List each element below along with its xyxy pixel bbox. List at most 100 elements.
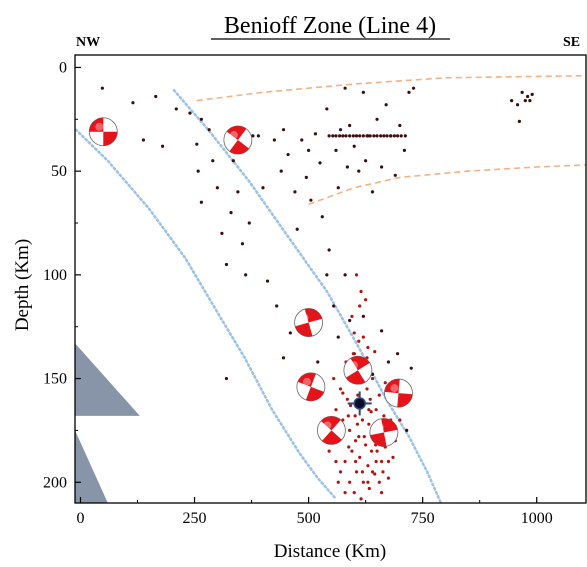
event-point bbox=[338, 134, 342, 138]
event-point bbox=[288, 331, 292, 335]
beachball-quadrant bbox=[350, 356, 370, 371]
event-point bbox=[220, 231, 224, 235]
beachball-quadrant bbox=[89, 117, 104, 132]
event-point bbox=[523, 99, 527, 103]
event-point bbox=[380, 165, 384, 169]
event-point bbox=[354, 134, 359, 138]
beachball-quadrant bbox=[226, 126, 247, 141]
event-point bbox=[395, 134, 400, 138]
event-point bbox=[365, 134, 369, 138]
event-point bbox=[393, 173, 397, 177]
event-point bbox=[360, 418, 365, 422]
event-point bbox=[357, 169, 361, 173]
event-point bbox=[215, 186, 219, 190]
event-point bbox=[332, 304, 336, 308]
event-point bbox=[316, 360, 320, 364]
boundary-line-lower bbox=[308, 164, 586, 206]
event-point bbox=[366, 480, 370, 484]
event-point bbox=[332, 376, 336, 381]
event-point bbox=[357, 339, 361, 343]
event-point bbox=[368, 397, 372, 401]
event-point bbox=[392, 134, 396, 138]
event-point bbox=[528, 99, 532, 103]
focal-mechanism-3 bbox=[294, 308, 324, 337]
event-point bbox=[334, 459, 338, 464]
event-point bbox=[358, 304, 362, 308]
event-point bbox=[360, 470, 365, 474]
event-point bbox=[377, 393, 381, 397]
event-point bbox=[334, 148, 338, 153]
event-point bbox=[207, 128, 211, 132]
event-point bbox=[338, 128, 343, 132]
event-point bbox=[380, 491, 384, 495]
event-point bbox=[224, 262, 229, 267]
event-point bbox=[530, 92, 534, 97]
focal-mechanism-2 bbox=[223, 125, 253, 155]
event-point bbox=[336, 335, 340, 339]
event-point bbox=[350, 449, 354, 453]
event-point bbox=[354, 470, 359, 474]
event-point bbox=[364, 159, 368, 163]
se-label: SE bbox=[563, 35, 580, 50]
event-point bbox=[389, 134, 393, 138]
event-point bbox=[231, 159, 235, 163]
event-point bbox=[336, 186, 340, 190]
event-point bbox=[300, 138, 304, 142]
event-point bbox=[352, 331, 356, 335]
event-point bbox=[358, 455, 362, 459]
event-point bbox=[352, 144, 356, 148]
event-point bbox=[361, 480, 365, 484]
event-point bbox=[174, 107, 178, 111]
event-point bbox=[272, 138, 276, 142]
event-point bbox=[383, 381, 387, 385]
beachball-quadrant bbox=[397, 393, 413, 408]
event-point bbox=[286, 152, 290, 157]
event-point bbox=[353, 414, 357, 418]
x-tick-label: 1000 bbox=[521, 510, 553, 527]
y-axis-label: Depth (Km) bbox=[12, 239, 33, 331]
event-point bbox=[377, 480, 381, 484]
event-point bbox=[402, 148, 407, 153]
event-point bbox=[379, 134, 383, 138]
event-point bbox=[515, 103, 520, 107]
slab-bottom-line bbox=[172, 89, 443, 503]
event-point bbox=[407, 90, 411, 94]
nw-label: NW bbox=[76, 35, 100, 50]
beachball-highlight bbox=[229, 131, 238, 140]
event-point bbox=[351, 134, 355, 138]
event-point bbox=[391, 455, 395, 459]
wedge-triangle-1 bbox=[75, 343, 140, 416]
event-point bbox=[307, 148, 311, 153]
event-point bbox=[372, 134, 376, 138]
event-point bbox=[131, 101, 135, 105]
event-point bbox=[526, 94, 530, 99]
beachball-quadrant bbox=[370, 432, 387, 447]
event-point bbox=[374, 408, 378, 412]
event-point bbox=[348, 134, 352, 138]
focal-mechanism-5 bbox=[343, 355, 373, 385]
event-point bbox=[343, 86, 347, 90]
event-point bbox=[154, 94, 158, 99]
event-point bbox=[327, 449, 331, 453]
event-point bbox=[346, 414, 350, 418]
event-point bbox=[366, 464, 370, 468]
event-point bbox=[327, 134, 331, 138]
event-point bbox=[141, 138, 146, 142]
focal-mechanism-7 bbox=[317, 416, 346, 445]
event-point bbox=[386, 476, 391, 480]
boundary-line-upper bbox=[196, 74, 586, 102]
event-point bbox=[370, 470, 375, 474]
event-point bbox=[353, 459, 358, 464]
x-tick-label: 0 bbox=[76, 510, 84, 527]
event-point bbox=[373, 472, 377, 476]
event-point bbox=[343, 459, 347, 464]
x-tick-label: 500 bbox=[297, 510, 321, 527]
slab-top-line bbox=[75, 128, 338, 501]
event-point bbox=[368, 134, 372, 138]
event-point bbox=[338, 470, 343, 474]
event-point bbox=[256, 134, 261, 138]
event-point bbox=[356, 393, 360, 397]
event-point bbox=[334, 408, 338, 412]
event-point bbox=[195, 142, 199, 146]
